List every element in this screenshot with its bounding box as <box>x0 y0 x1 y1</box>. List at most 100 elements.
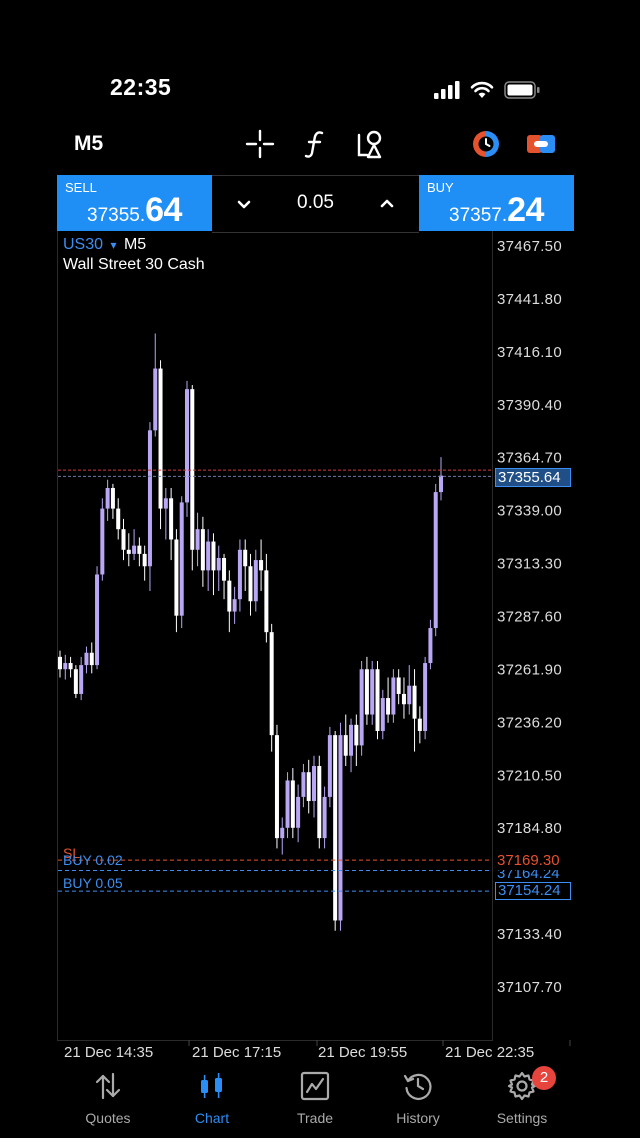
candle-body <box>206 541 211 571</box>
objects-icon[interactable] <box>355 128 387 160</box>
volume-value[interactable]: 0.05 <box>297 192 334 213</box>
one-click-trading-icon[interactable] <box>470 128 502 160</box>
y-tick-label: 37133.40 <box>497 926 562 943</box>
candle-body <box>343 735 348 756</box>
nav-chart[interactable]: Chart <box>162 1070 262 1126</box>
battery-icon <box>504 81 540 99</box>
buy-price-pips: 24 <box>507 191 544 229</box>
candle-body <box>285 780 290 828</box>
candle-body <box>63 663 68 670</box>
y-tick-label: 37184.80 <box>497 820 562 837</box>
x-tick-label: 21 Dec 14:35 <box>64 1044 153 1061</box>
nav-history[interactable]: History <box>368 1070 468 1126</box>
candle-body <box>322 796 327 839</box>
candle-body <box>121 529 126 550</box>
candle-body <box>58 656 62 670</box>
y-tick-label: 37339.00 <box>497 503 562 520</box>
candle-body <box>142 553 147 567</box>
sl-line-label: SL <box>63 845 81 861</box>
timeframe-button[interactable]: M5 <box>74 132 104 155</box>
candle-body <box>380 698 385 732</box>
candle-body <box>89 652 94 666</box>
candle-body <box>359 669 364 746</box>
y-tick-label: 37416.10 <box>497 344 562 361</box>
history-icon <box>403 1073 432 1100</box>
candle-body <box>95 574 100 666</box>
buy-005-line-label: BUY 0.05 <box>63 875 123 891</box>
cellular-signal-icon <box>434 81 460 99</box>
chevron-up-icon[interactable] <box>375 192 399 216</box>
candle-body <box>259 560 264 571</box>
candle-body <box>290 780 295 828</box>
candle-body <box>84 652 89 666</box>
candle-body <box>333 735 338 921</box>
candle-body <box>211 541 216 571</box>
candle-body <box>354 724 359 746</box>
symbol-dropdown-icon[interactable]: ▾ <box>110 238 117 252</box>
candle-body <box>412 685 417 719</box>
candle-body <box>116 508 121 530</box>
candle-body <box>317 766 322 839</box>
volume-control: 0.05 <box>212 175 419 233</box>
x-tick-label: 21 Dec 17:15 <box>192 1044 281 1061</box>
chart-symbol[interactable]: US30 ▾ M5 <box>63 236 146 254</box>
buy-label: BUY <box>427 180 454 195</box>
candle-body <box>386 698 391 715</box>
candle-body <box>306 772 311 802</box>
candle-body <box>264 570 269 633</box>
chevron-down-icon[interactable] <box>232 192 256 216</box>
candle-body <box>227 580 232 612</box>
candle-body <box>153 368 158 431</box>
y-tick-label: 37313.30 <box>497 556 562 573</box>
buy-button[interactable]: BUY 37357.24 <box>419 175 574 231</box>
candle-body <box>417 718 422 732</box>
candle-body <box>200 529 205 571</box>
candle-body <box>349 724 354 756</box>
x-tick-label: 21 Dec 19:55 <box>318 1044 407 1061</box>
buy-price: 37357.24 <box>449 191 544 230</box>
nav-trade[interactable]: Trade <box>265 1070 365 1126</box>
candle-body <box>375 669 380 732</box>
candle-body <box>163 498 168 509</box>
candle-body <box>338 735 343 921</box>
buy-002-line-label: BUY 0.02 <box>63 852 123 868</box>
candle-body <box>185 389 189 503</box>
nav-label-trade: Trade <box>296 1110 334 1126</box>
sell-button[interactable]: SELL 37355.64 <box>57 175 212 231</box>
y-tick-label: 37261.90 <box>497 661 562 678</box>
chart-timeframe: M5 <box>123 236 147 253</box>
buy-005-price-tag: 37154.24 <box>495 882 571 900</box>
candle-body <box>423 663 428 732</box>
candle-body <box>439 475 443 493</box>
symbol-name: US30 <box>63 236 104 253</box>
candle-body <box>433 492 438 629</box>
candle-body <box>132 545 137 554</box>
candle-body <box>243 549 248 567</box>
buy-price-main: 37357. <box>449 205 508 226</box>
candle-body <box>253 560 258 602</box>
candle-body <box>158 368 163 509</box>
candle-body <box>179 502 184 616</box>
crosshair-icon[interactable] <box>244 128 276 160</box>
candle-body <box>100 508 105 575</box>
trade-bar: SELL 37355.64 0.05 BUY 37357.24 <box>57 175 574 233</box>
candle-body <box>391 677 396 715</box>
chart-area[interactable] <box>57 231 493 1041</box>
candle-body <box>237 549 242 600</box>
y-tick-label: 37441.80 <box>497 291 562 308</box>
candle-body <box>147 430 152 567</box>
candle-body <box>73 669 78 694</box>
status-icons <box>434 80 540 100</box>
nav-label-chart: Chart <box>194 1110 230 1126</box>
nav-settings[interactable]: Settings <box>472 1070 572 1126</box>
candle-body <box>79 665 84 694</box>
indicators-icon[interactable] <box>300 128 332 160</box>
quotes-icon <box>95 1072 121 1100</box>
candle-body <box>68 663 73 670</box>
candle-body <box>428 628 433 664</box>
trading-panel-icon[interactable] <box>525 128 557 160</box>
nav-quotes[interactable]: Quotes <box>58 1070 158 1126</box>
candle-body <box>110 487 115 509</box>
candle-body <box>269 632 274 736</box>
candle-body <box>280 827 285 839</box>
